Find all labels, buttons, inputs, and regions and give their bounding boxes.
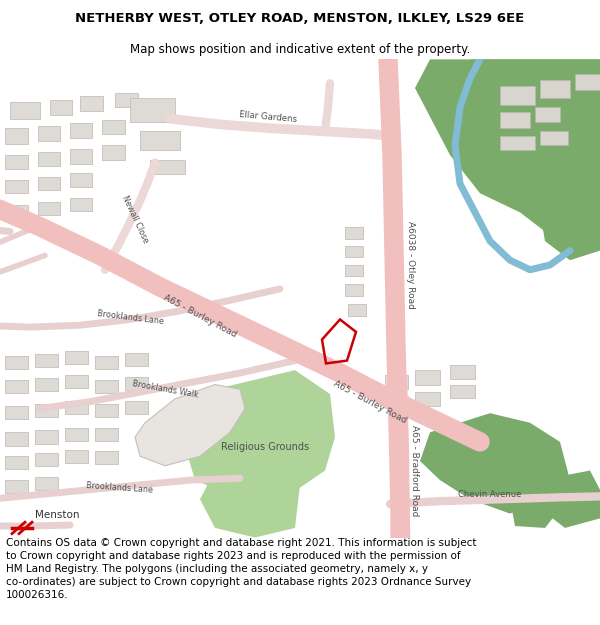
Text: A6038 - Otley Road: A6038 - Otley Road	[406, 221, 415, 309]
Polygon shape	[65, 351, 88, 364]
Polygon shape	[540, 81, 570, 98]
Polygon shape	[5, 406, 28, 419]
Polygon shape	[95, 380, 118, 393]
Text: NETHERBY WEST, OTLEY ROAD, MENSTON, ILKLEY, LS29 6EE: NETHERBY WEST, OTLEY ROAD, MENSTON, ILKL…	[76, 12, 524, 25]
Text: Ellar Gardens: Ellar Gardens	[239, 110, 297, 124]
Polygon shape	[5, 205, 28, 218]
Polygon shape	[10, 102, 40, 119]
Polygon shape	[415, 392, 440, 406]
Polygon shape	[450, 384, 475, 398]
Polygon shape	[345, 246, 363, 258]
Text: A65 - Burley Road: A65 - Burley Road	[332, 379, 408, 425]
Polygon shape	[535, 107, 560, 121]
Polygon shape	[65, 451, 88, 463]
Polygon shape	[575, 74, 600, 90]
Polygon shape	[102, 119, 125, 134]
Polygon shape	[540, 131, 568, 146]
Polygon shape	[415, 370, 440, 384]
Polygon shape	[95, 451, 118, 464]
Polygon shape	[135, 384, 245, 466]
Polygon shape	[80, 96, 103, 111]
Polygon shape	[5, 456, 28, 469]
Polygon shape	[70, 124, 92, 138]
Polygon shape	[115, 93, 138, 108]
Polygon shape	[35, 478, 58, 490]
Text: Brooklands Lane: Brooklands Lane	[86, 481, 154, 494]
Polygon shape	[510, 494, 560, 528]
Polygon shape	[38, 126, 60, 141]
Polygon shape	[35, 378, 58, 391]
Polygon shape	[95, 356, 118, 369]
Polygon shape	[38, 177, 60, 191]
Polygon shape	[500, 86, 535, 105]
Polygon shape	[5, 155, 28, 169]
Polygon shape	[125, 401, 148, 414]
Text: A65 - Burley Road: A65 - Burley Road	[162, 292, 238, 339]
Polygon shape	[70, 198, 92, 211]
Polygon shape	[95, 404, 118, 417]
Polygon shape	[65, 375, 88, 388]
Polygon shape	[125, 377, 148, 390]
Polygon shape	[540, 184, 600, 260]
Polygon shape	[345, 284, 363, 296]
Polygon shape	[65, 401, 88, 414]
Text: Newall Close: Newall Close	[120, 194, 150, 244]
Polygon shape	[35, 354, 58, 367]
Polygon shape	[70, 173, 92, 186]
Polygon shape	[70, 149, 92, 164]
Text: Brooklands Lane: Brooklands Lane	[96, 309, 164, 326]
Polygon shape	[385, 375, 408, 389]
Polygon shape	[65, 428, 88, 441]
Text: Chevin Avenue: Chevin Avenue	[458, 490, 521, 499]
Polygon shape	[5, 180, 28, 193]
Text: Religious Grounds: Religious Grounds	[221, 442, 309, 452]
Polygon shape	[50, 99, 72, 115]
Polygon shape	[375, 59, 600, 117]
Polygon shape	[5, 380, 28, 393]
Polygon shape	[35, 453, 58, 466]
Text: Brooklands Walk: Brooklands Walk	[131, 379, 199, 399]
Polygon shape	[5, 128, 28, 144]
Polygon shape	[540, 471, 600, 528]
Polygon shape	[38, 152, 60, 166]
Polygon shape	[5, 480, 28, 492]
Polygon shape	[450, 366, 475, 379]
Polygon shape	[415, 59, 600, 251]
Text: Map shows position and indicative extent of the property.: Map shows position and indicative extent…	[130, 42, 470, 56]
Polygon shape	[500, 136, 535, 150]
Polygon shape	[38, 202, 60, 215]
Polygon shape	[150, 160, 185, 174]
Polygon shape	[35, 431, 58, 444]
Polygon shape	[125, 353, 148, 366]
Polygon shape	[420, 413, 570, 514]
Polygon shape	[385, 396, 408, 408]
Polygon shape	[200, 456, 300, 538]
Polygon shape	[5, 356, 28, 369]
Text: Contains OS data © Crown copyright and database right 2021. This information is : Contains OS data © Crown copyright and d…	[6, 538, 476, 600]
Polygon shape	[345, 265, 363, 276]
Text: A65 - Bradford Road: A65 - Bradford Road	[410, 425, 419, 516]
Polygon shape	[130, 98, 175, 121]
Polygon shape	[500, 112, 530, 128]
Polygon shape	[5, 432, 28, 446]
Polygon shape	[140, 131, 180, 150]
Polygon shape	[35, 404, 58, 417]
Polygon shape	[95, 428, 118, 441]
Polygon shape	[102, 146, 125, 160]
Text: Menston: Menston	[35, 509, 79, 519]
Polygon shape	[348, 304, 366, 316]
Polygon shape	[345, 227, 363, 239]
Polygon shape	[185, 370, 335, 499]
